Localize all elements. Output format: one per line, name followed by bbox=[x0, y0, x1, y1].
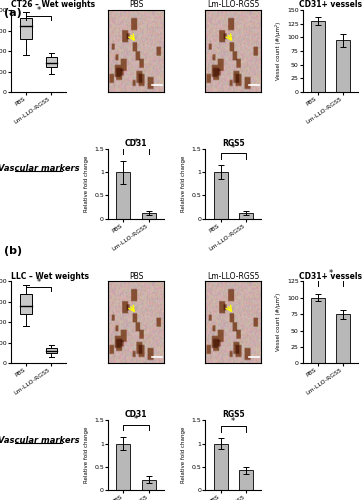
Y-axis label: Relative fold change: Relative fold change bbox=[84, 156, 89, 212]
Title: RGS5: RGS5 bbox=[222, 410, 245, 420]
Title: PBS: PBS bbox=[129, 0, 143, 9]
Bar bbox=[116, 444, 130, 490]
Text: (a): (a) bbox=[4, 8, 21, 18]
Text: *: * bbox=[134, 415, 138, 424]
Bar bbox=[21, 294, 31, 314]
Text: *: * bbox=[37, 6, 41, 16]
Title: CD31+ vessels: CD31+ vessels bbox=[299, 272, 362, 280]
Title: Lm-LLO-RGS5: Lm-LLO-RGS5 bbox=[207, 272, 260, 280]
Bar bbox=[142, 480, 156, 490]
Bar bbox=[46, 57, 57, 68]
Text: Vascular markers: Vascular markers bbox=[0, 164, 80, 173]
Title: CD31: CD31 bbox=[125, 410, 147, 420]
Text: LLC – Wet weights: LLC – Wet weights bbox=[11, 272, 89, 280]
Y-axis label: Vessel count (#/μm²): Vessel count (#/μm²) bbox=[275, 293, 281, 352]
Y-axis label: Vessel count (#/μm²): Vessel count (#/μm²) bbox=[275, 22, 281, 80]
Text: (b): (b) bbox=[4, 246, 22, 256]
Bar bbox=[21, 18, 31, 38]
Y-axis label: Relative fold change: Relative fold change bbox=[84, 427, 89, 484]
Bar bbox=[214, 172, 228, 218]
Title: Lm-LLO-RGS5: Lm-LLO-RGS5 bbox=[207, 0, 260, 9]
Title: PBS: PBS bbox=[129, 272, 143, 280]
Bar bbox=[116, 172, 130, 218]
Bar bbox=[142, 213, 156, 218]
Bar bbox=[311, 298, 325, 364]
Title: CD31+ vessels: CD31+ vessels bbox=[299, 0, 362, 9]
Bar bbox=[311, 21, 325, 92]
Bar bbox=[336, 40, 350, 92]
Y-axis label: Relative fold change: Relative fold change bbox=[181, 427, 186, 484]
Text: *: * bbox=[134, 138, 138, 147]
Text: *: * bbox=[328, 270, 333, 278]
Bar bbox=[46, 348, 57, 353]
Title: CD31: CD31 bbox=[125, 139, 147, 148]
Text: Vascular markers: Vascular markers bbox=[0, 436, 80, 444]
Bar bbox=[336, 314, 350, 364]
Title: RGS5: RGS5 bbox=[222, 139, 245, 148]
Bar bbox=[239, 213, 253, 218]
Bar bbox=[214, 444, 228, 490]
Bar bbox=[239, 470, 253, 490]
Text: CT26 – Wet weights: CT26 – Wet weights bbox=[11, 0, 95, 9]
Y-axis label: Relative fold change: Relative fold change bbox=[181, 156, 186, 212]
Text: *: * bbox=[37, 278, 41, 286]
Text: *: * bbox=[231, 144, 235, 153]
Text: *: * bbox=[231, 417, 235, 426]
